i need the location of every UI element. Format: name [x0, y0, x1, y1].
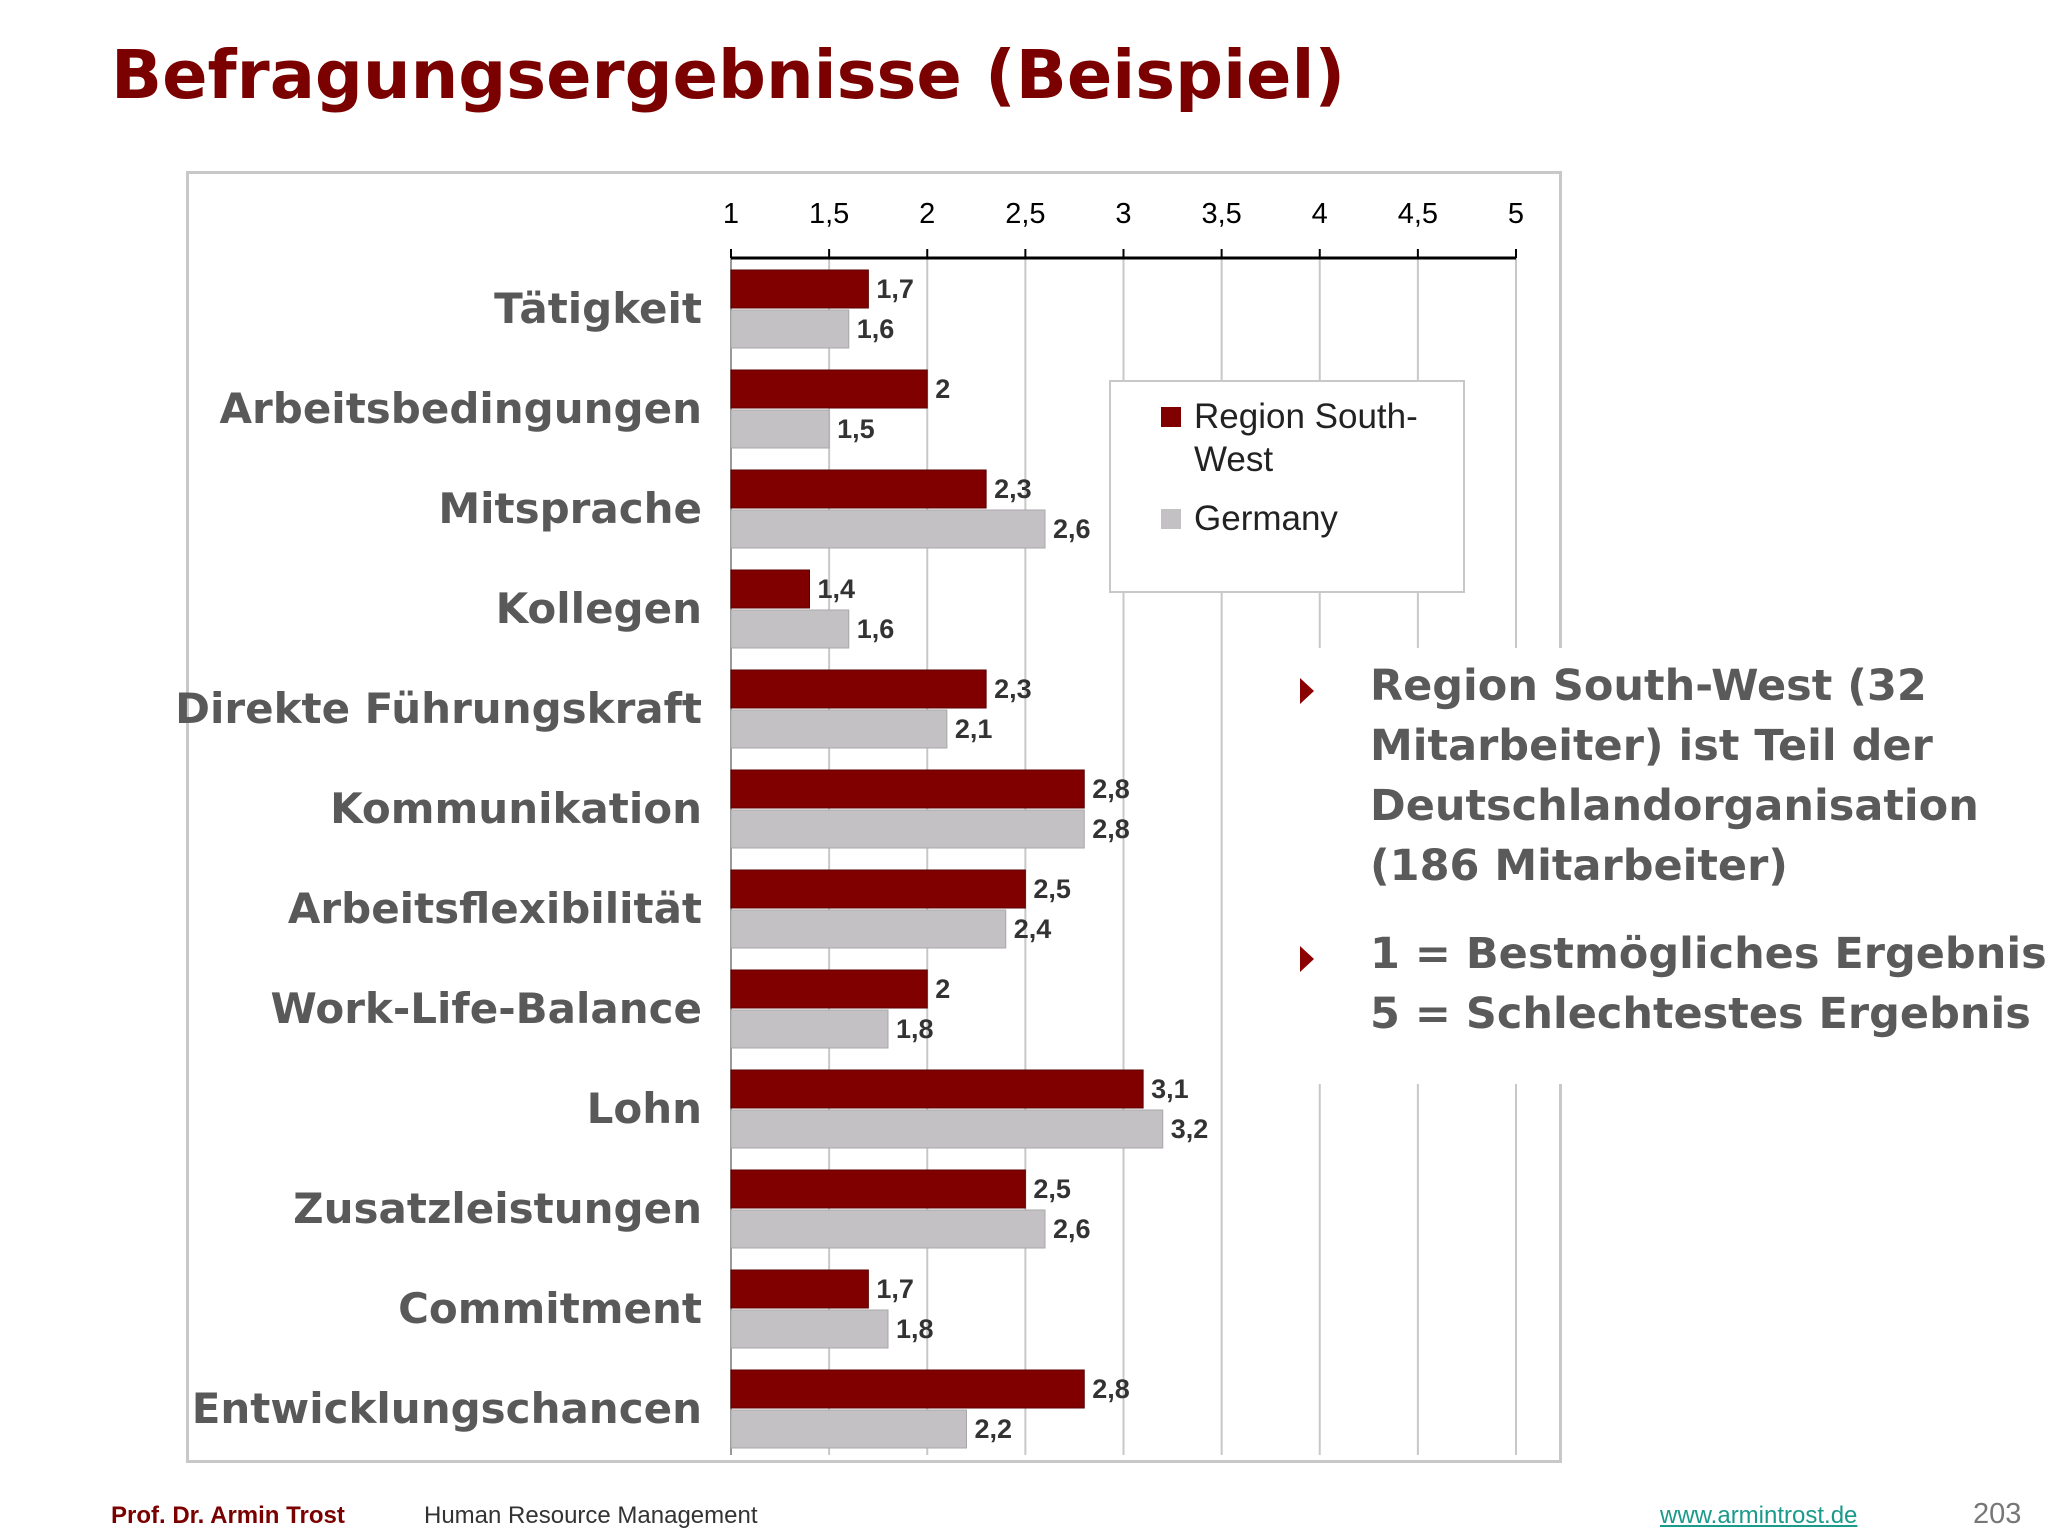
bar [730, 969, 928, 1009]
note-line: Region South-West (32 [1370, 661, 1927, 711]
note-line: (186 Mitarbeiter) [1370, 841, 1788, 891]
bar [730, 1209, 1046, 1249]
data-label: 1,8 [896, 1014, 934, 1044]
data-label: 1,5 [837, 414, 875, 444]
bar [730, 569, 810, 609]
x-tick-label: 1 [723, 198, 739, 230]
bar [730, 1309, 889, 1349]
footer-website-link[interactable]: www.armintrost.de [1660, 1502, 1858, 1529]
legend-swatch-germany [1161, 509, 1181, 529]
data-label: 2,6 [1053, 1214, 1091, 1244]
slide-title: Befragungsergebnisse (Beispiel) [111, 36, 1346, 114]
data-label: 2,5 [1033, 1174, 1071, 1204]
data-label: 2,4 [1014, 914, 1052, 944]
note-region-info: Region South-West (32 Mitarbeiter) ist T… [1300, 656, 2040, 896]
category-label: Mitsprache [438, 484, 702, 533]
notes-panel: Region South-West (32 Mitarbeiter) ist T… [1300, 648, 2047, 1084]
category-label: Kollegen [496, 584, 702, 633]
series-region-south-west: 1,7 2 2,3 1,4 2,3 2,8 2,5 2 3,1 2,5 1,7 2,8 [730, 269, 1189, 1409]
data-label: 2 [935, 374, 950, 404]
bar [730, 1369, 1085, 1409]
data-label: 2,3 [994, 474, 1032, 504]
x-tick-label: 3 [1115, 198, 1131, 230]
x-tick-label: 3,5 [1201, 198, 1241, 230]
category-label: Commitment [398, 1284, 702, 1333]
category-label: Arbeitsbedingungen [220, 384, 702, 433]
page-number: 203 [1973, 1498, 2022, 1530]
bar [730, 469, 987, 509]
category-label: Work-Life-Balance [271, 984, 702, 1033]
data-label: 2,8 [1092, 814, 1130, 844]
category-label: Lohn [587, 1084, 702, 1133]
bar [730, 369, 928, 409]
category-label: Tätigkeit [494, 284, 702, 333]
x-tick-label: 2,5 [1005, 198, 1045, 230]
x-tick-label: 2 [919, 198, 935, 230]
x-tick-label: 1,5 [809, 198, 849, 230]
note-line: Mitarbeiter) ist Teil der [1370, 721, 1933, 771]
x-tick-label: 5 [1508, 198, 1524, 230]
legend-label-germany: Germany [1194, 499, 1338, 538]
data-label: 2 [935, 974, 950, 1004]
bar [730, 409, 830, 449]
data-label: 1,4 [818, 574, 856, 604]
bar [730, 1269, 869, 1309]
data-label: 3,1 [1151, 1074, 1189, 1104]
category-label: Kommunikation [330, 784, 702, 833]
bar [730, 1069, 1144, 1109]
data-label: 2,2 [975, 1414, 1013, 1444]
bar [730, 709, 948, 749]
data-label: 2,1 [955, 714, 993, 744]
footer-course: Human Resource Management [424, 1502, 758, 1529]
bar [730, 769, 1085, 809]
note-line: 5 = Schlechtestes Ergebnis [1370, 989, 2031, 1039]
bar [730, 869, 1026, 909]
data-label: 1,7 [876, 1274, 914, 1304]
category-label: Arbeitsflexibilität [288, 884, 702, 933]
note-line: Deutschlandorganisation [1370, 781, 1979, 831]
data-label: 2,6 [1053, 514, 1091, 544]
series-germany: 1,6 1,5 2,6 1,6 2,1 2,8 2,4 1,8 3,2 2,6 1,8 2,2 [730, 309, 1209, 1449]
note-scale-info: 1 = Bestmögliches Ergebnis 5 = Schlechte… [1300, 924, 2047, 1044]
chart-legend: Region South- West Germany [1109, 380, 1465, 593]
bar [730, 1169, 1026, 1209]
data-label: 1,8 [896, 1314, 934, 1344]
bar [730, 609, 850, 649]
bar [730, 669, 987, 709]
data-label: 2,8 [1092, 1374, 1130, 1404]
bar [730, 1109, 1164, 1149]
data-label: 3,2 [1171, 1114, 1209, 1144]
bar [730, 269, 869, 309]
data-label: 2,5 [1033, 874, 1071, 904]
x-tick-label: 4 [1312, 198, 1328, 230]
x-axis: 1 1,5 2 2,5 3 3,5 4 4,5 5 [723, 198, 1524, 260]
bar [730, 309, 850, 349]
x-tick-label: 4,5 [1398, 198, 1438, 230]
bar [730, 909, 1007, 949]
data-label: 1,6 [857, 314, 895, 344]
bar [730, 509, 1046, 549]
category-label: Direkte Führungskraft [175, 684, 702, 733]
triangle-bullet-icon [1300, 946, 1314, 972]
data-label: 1,7 [876, 274, 914, 304]
legend-label-region: Region South- West [1194, 397, 1418, 479]
category-label: Zusatzleistungen [293, 1184, 702, 1233]
triangle-bullet-icon [1300, 678, 1314, 704]
bar [730, 1409, 967, 1449]
data-label: 2,8 [1092, 774, 1130, 804]
legend-swatch-region [1161, 407, 1181, 427]
bar [730, 809, 1085, 849]
category-label: Entwicklungschancen [192, 1384, 702, 1433]
bar [730, 1009, 889, 1049]
data-label: 1,6 [857, 614, 895, 644]
note-line: 1 = Bestmögliches Ergebnis [1370, 929, 2047, 979]
footer-author: Prof. Dr. Armin Trost [111, 1502, 345, 1529]
data-label: 2,3 [994, 674, 1032, 704]
